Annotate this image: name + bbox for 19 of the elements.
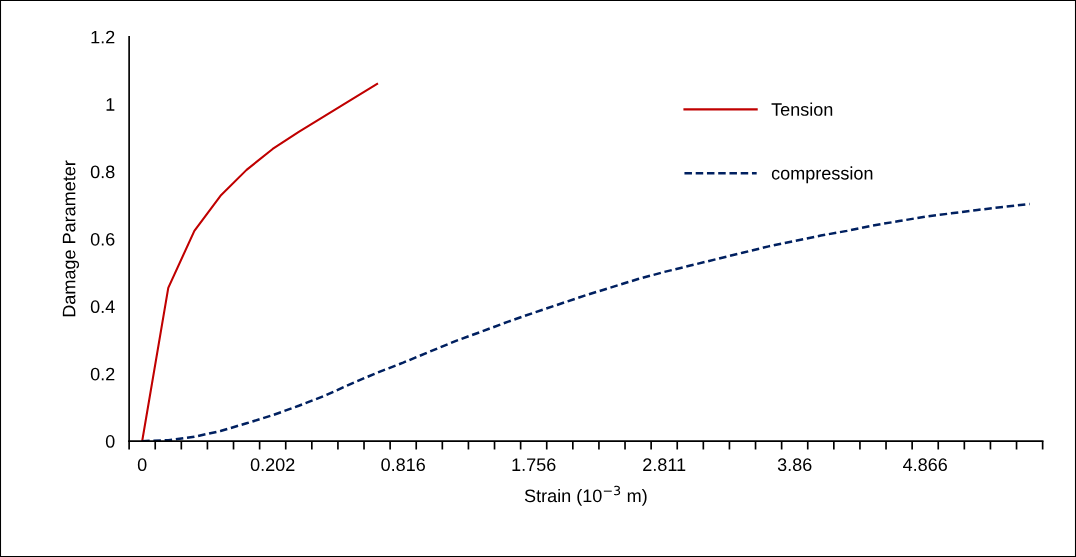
y-tick-label: 0.6 <box>90 232 115 246</box>
y-tick-label: 0.8 <box>90 165 115 179</box>
y-tick-label: 0 <box>105 435 115 448</box>
y-axis-title: Damage Parameter <box>62 160 80 317</box>
legend-label: compression <box>771 166 873 184</box>
x-axis-title: Strain (10$^{−3}$ m) <box>524 485 647 506</box>
legend-label: Tension <box>771 102 833 116</box>
y-tick-label: 0.4 <box>90 300 115 314</box>
x-tick-label: 2.811 <box>643 458 686 472</box>
x-tick-label: 1.756 <box>512 458 556 472</box>
x-tick-label: 3.86 <box>777 458 812 472</box>
x-tick-label: 0.816 <box>381 458 425 472</box>
y-tick-label: 1 <box>106 98 115 111</box>
x-tick-label: 0.202 <box>250 458 295 472</box>
x-tick-label: 0 <box>137 458 147 472</box>
line-series <box>141 82 379 442</box>
y-tick-label: 1.2 <box>91 30 115 44</box>
y-tick-label: 0.2 <box>90 367 115 381</box>
x-tick-label: 4.866 <box>903 458 947 472</box>
